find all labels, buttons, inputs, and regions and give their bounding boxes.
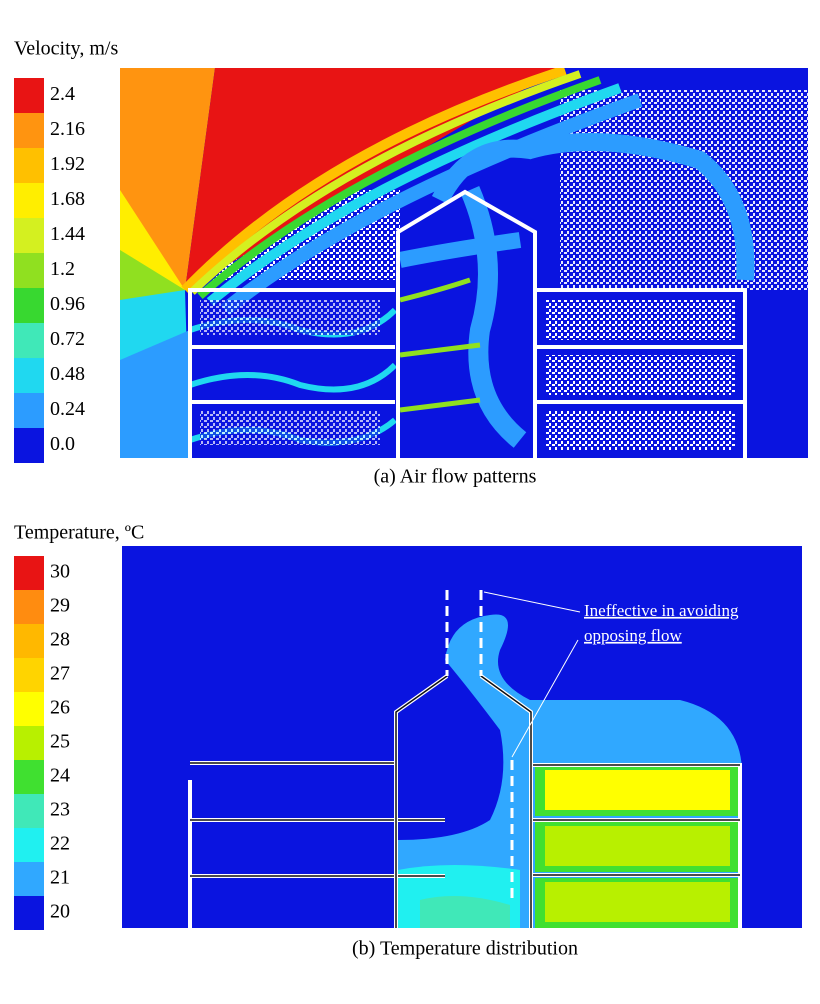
annotation: Ineffective in avoiding xyxy=(584,601,739,620)
legend-label: 22 xyxy=(50,833,70,855)
caption: (b) Temperature distribution xyxy=(352,938,578,960)
legend-swatch xyxy=(14,183,44,218)
legend-swatch xyxy=(14,393,44,428)
legend-swatch xyxy=(14,828,44,862)
annotation: opposing flow xyxy=(584,626,682,645)
legend-swatch xyxy=(14,288,44,323)
legend-label: 2.16 xyxy=(50,118,85,140)
legend-label: 0.96 xyxy=(50,293,85,315)
legend-swatch xyxy=(14,556,44,590)
legend-swatch xyxy=(14,113,44,148)
legend-swatch xyxy=(14,78,44,113)
legend-label: 2.4 xyxy=(50,83,75,105)
legend-swatch xyxy=(14,794,44,828)
legend-label: 25 xyxy=(50,731,70,753)
legend-label: 0.72 xyxy=(50,328,85,350)
legend-swatch xyxy=(14,658,44,692)
legend-swatch xyxy=(14,896,44,930)
legend-label: 23 xyxy=(50,799,70,821)
legend-swatch xyxy=(14,862,44,896)
legend-swatch xyxy=(14,692,44,726)
legend-swatch xyxy=(14,148,44,183)
legend-swatch xyxy=(14,726,44,760)
legend-label: 1.92 xyxy=(50,153,85,175)
legend-label: 1.44 xyxy=(50,223,85,245)
legend-label: 20 xyxy=(50,901,70,923)
legend-label: 0.0 xyxy=(50,433,75,455)
legend-swatch xyxy=(14,323,44,358)
legend-label: 26 xyxy=(50,697,70,719)
legend-label: 1.68 xyxy=(50,188,85,210)
legend-label: 29 xyxy=(50,595,70,617)
legend-label: 28 xyxy=(50,629,70,651)
legend-title: Temperature, ºC xyxy=(14,522,144,544)
legend-label: 21 xyxy=(50,867,70,889)
legend-swatch xyxy=(14,590,44,624)
legend-label: 1.2 xyxy=(50,258,75,280)
legend-label: 0.48 xyxy=(50,363,85,385)
legend-title: Velocity, m/s xyxy=(14,38,118,60)
temperature-contour xyxy=(122,546,802,928)
caption: (a) Air flow patterns xyxy=(374,466,537,488)
velocity-contour xyxy=(120,68,808,458)
legend-swatch xyxy=(14,624,44,658)
legend-swatch xyxy=(14,760,44,794)
legend-label: 24 xyxy=(50,765,70,787)
legend-swatch xyxy=(14,428,44,463)
legend-swatch xyxy=(14,253,44,288)
legend-swatch xyxy=(14,358,44,393)
legend-label: 0.24 xyxy=(50,398,85,420)
legend-label: 30 xyxy=(50,561,70,583)
legend-label: 27 xyxy=(50,663,70,685)
legend-swatch xyxy=(14,218,44,253)
